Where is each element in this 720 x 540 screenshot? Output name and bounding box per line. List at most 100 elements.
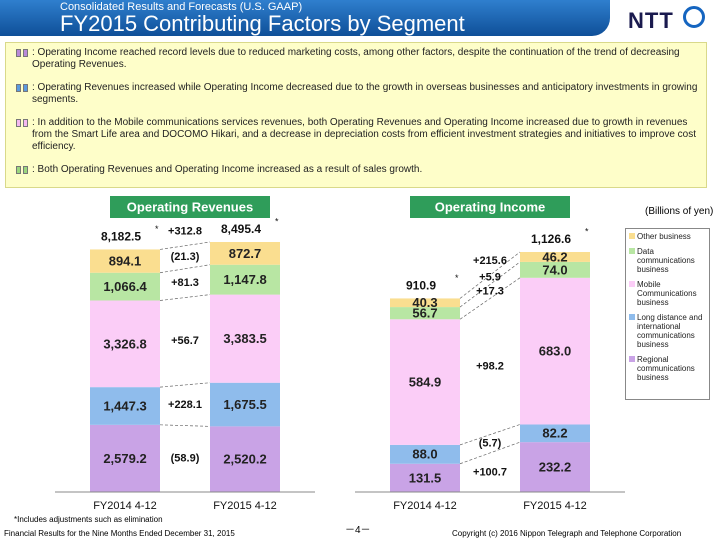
bar-segment xyxy=(90,424,160,492)
total-mark: * xyxy=(585,226,589,236)
value-label: 1,675.5 xyxy=(223,397,266,412)
note: : Operating Income reached record levels… xyxy=(16,47,698,71)
change-label: (5.7) xyxy=(479,438,502,450)
note: : In addition to the Mobile communicatio… xyxy=(16,117,698,153)
footnote: *Includes adjustments such as eliminatio… xyxy=(14,515,163,524)
connector xyxy=(459,261,521,308)
note-text: : Operating Income reached record levels… xyxy=(32,47,680,70)
note-icon xyxy=(16,166,21,174)
logo-mark xyxy=(683,6,705,28)
value-label: 3,326.8 xyxy=(103,336,146,351)
connector xyxy=(159,294,211,301)
legend-swatch xyxy=(629,314,635,320)
legend-entry: Long distance and international communic… xyxy=(628,313,707,349)
legend-entry: Other business xyxy=(628,232,707,241)
total-label: 1,126.6 xyxy=(531,232,571,246)
value-label: 2,579.2 xyxy=(103,451,146,466)
connector xyxy=(459,277,521,320)
bar-segment xyxy=(520,261,590,278)
chart-title-box xyxy=(410,196,570,218)
connector xyxy=(459,441,521,465)
logo: NTT xyxy=(628,8,674,33)
bar-segment xyxy=(520,424,590,443)
value-label: 46.2 xyxy=(542,249,567,264)
legend-entry: Mobile Communications business xyxy=(628,280,707,307)
note-icon xyxy=(23,166,28,174)
bar-segment xyxy=(520,442,590,492)
note-icon xyxy=(23,49,28,57)
change-label: +100.7 xyxy=(473,466,507,478)
legend-swatch xyxy=(629,233,635,239)
bar-segment xyxy=(90,249,160,273)
total-change-label: +215.6 xyxy=(473,255,507,267)
header-banner: Consolidated Results and Forecasts (U.S.… xyxy=(0,0,610,36)
note-icon xyxy=(23,119,28,127)
connector xyxy=(159,241,211,250)
change-label: (21.3) xyxy=(171,251,200,263)
change-label: +81.3 xyxy=(171,277,199,289)
category-label: FY2014 4-12 xyxy=(393,500,457,512)
note-text: : In addition to the Mobile communicatio… xyxy=(32,117,696,152)
change-label: (58.9) xyxy=(171,453,200,465)
legend-label: Mobile Communications business xyxy=(637,280,697,307)
value-label: 2,520.2 xyxy=(223,452,266,467)
category-label: FY2015 4-12 xyxy=(523,500,587,512)
legend-label: Other business xyxy=(637,232,691,241)
legend-entry: Regional communications business xyxy=(628,355,707,382)
connector xyxy=(459,424,521,446)
chart-title: Operating Income xyxy=(435,199,546,214)
category-label: FY2014 4-12 xyxy=(93,500,157,512)
total-change-label: +312.8 xyxy=(168,226,202,238)
page-number: －4－ xyxy=(345,525,371,536)
bar-segment xyxy=(390,444,460,464)
category-label: FY2015 4-12 xyxy=(213,500,277,512)
bar-segment xyxy=(210,264,280,295)
note: : Operating Revenues increased while Ope… xyxy=(16,82,698,106)
total-mark: * xyxy=(275,216,279,226)
connector xyxy=(159,424,211,427)
note-text: : Both Operating Revenues and Operating … xyxy=(32,164,423,175)
value-label: 74.0 xyxy=(542,262,567,277)
connector xyxy=(159,264,211,274)
header-title: FY2015 Contributing Factors by Segment xyxy=(60,11,465,36)
note-icon xyxy=(16,119,21,127)
value-label: 894.1 xyxy=(109,254,142,269)
bar-segment xyxy=(390,307,460,320)
value-label: 232.2 xyxy=(539,460,572,475)
total-mark: * xyxy=(155,224,159,234)
note-text: : Operating Revenues increased while Ope… xyxy=(32,82,698,105)
value-label: 56.7 xyxy=(412,306,437,321)
change-label: +5.9 xyxy=(479,271,501,283)
change-label: +56.7 xyxy=(171,335,199,347)
change-label: +228.1 xyxy=(168,399,202,411)
legend-label: Data communications business xyxy=(637,247,695,274)
bar-segment xyxy=(390,319,460,445)
legend-swatch xyxy=(629,281,635,287)
legend: Other business Data communications busine… xyxy=(625,228,710,400)
bar-segment xyxy=(520,252,590,262)
chart-title-box xyxy=(110,196,270,218)
bar-segment xyxy=(90,387,160,425)
legend-entry: Data communications business xyxy=(628,247,707,274)
value-label: 82.2 xyxy=(542,426,567,441)
value-label: 1,147.8 xyxy=(223,272,266,287)
legend-swatch xyxy=(629,248,635,254)
value-label: 1,066.4 xyxy=(103,279,147,294)
value-label: 1,447.3 xyxy=(103,398,146,413)
total-label: 910.9 xyxy=(406,279,436,293)
bar-segment xyxy=(520,277,590,425)
change-label: +98.2 xyxy=(476,361,504,373)
legend-label: Long distance and international communic… xyxy=(637,313,703,349)
bar-segment xyxy=(210,382,280,427)
footer-right: Copyright (c) 2016 Nippon Telegraph and … xyxy=(452,529,682,538)
value-label: 40.3 xyxy=(412,295,437,310)
bar-segment xyxy=(390,463,460,492)
connector xyxy=(159,382,211,388)
bar-segment xyxy=(390,298,460,308)
bar-segment xyxy=(210,294,280,383)
chart-title: Operating Revenues xyxy=(127,199,253,214)
value-label: 584.9 xyxy=(409,374,442,389)
total-label: 8,182.5 xyxy=(101,230,141,244)
